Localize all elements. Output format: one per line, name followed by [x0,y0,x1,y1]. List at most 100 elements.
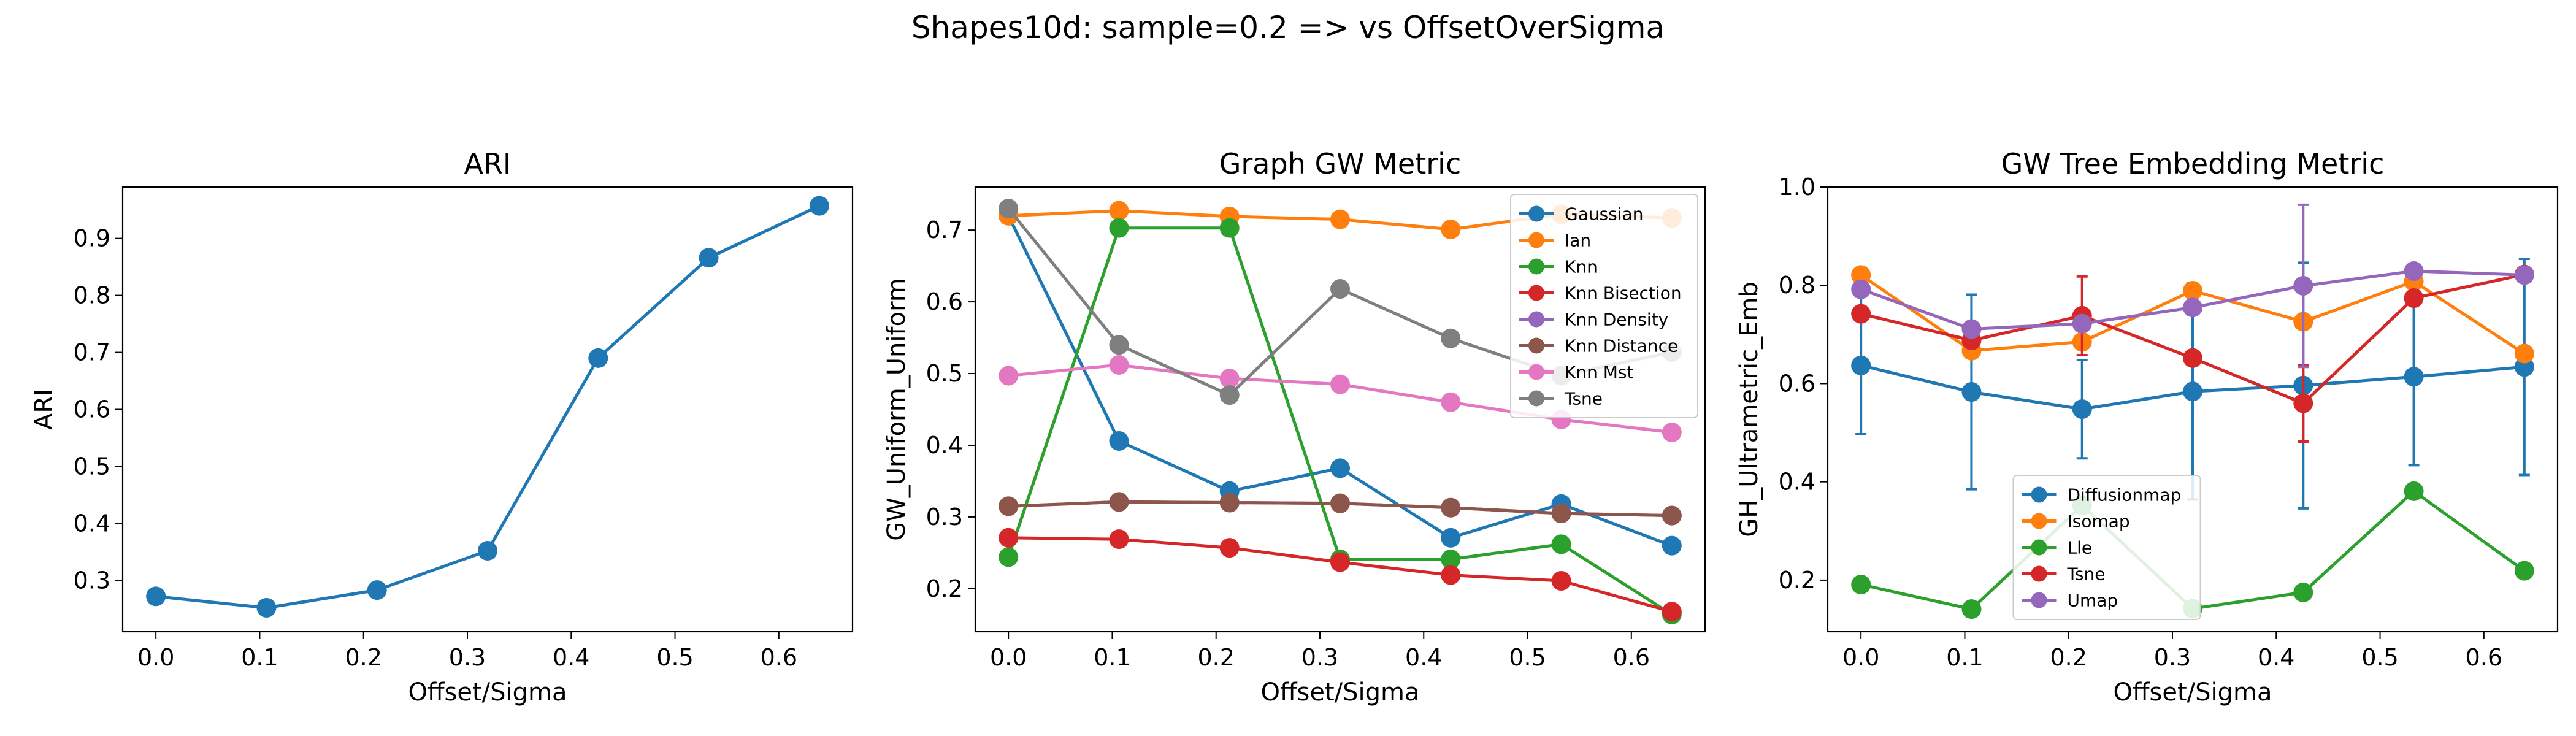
data-point [1851,575,1871,595]
chart-title: GW Tree Embedding Metric [2001,147,2385,180]
legend-swatch-marker [1528,311,1544,328]
x-tick-label: 0.6 [1613,644,1650,671]
legend-label: Knn Mst [1565,362,1634,383]
legend-label: Knn [1565,257,1598,277]
y-tick-label: 0.6 [1779,370,1815,397]
data-point [1441,497,1461,518]
legend-label: Ian [1565,231,1591,251]
data-point [1551,504,1571,524]
x-tick-label: 0.0 [1842,644,1879,671]
data-point [2293,276,2313,296]
data-point [2072,313,2092,334]
data-point [999,547,1019,567]
x-tick-label: 0.3 [2154,644,2191,671]
y-axis-label: GH_Ultrametric_Emb [1735,282,1763,537]
legend-label: Knn Bisection [1565,283,1682,304]
data-point [999,527,1019,548]
x-axis-label: Offset/Sigma [2113,678,2272,707]
y-tick-label: 0.5 [74,453,110,480]
data-point [2404,367,2424,387]
data-point [1219,538,1240,558]
x-tick-label: 0.1 [241,644,278,671]
data-point [1662,535,1682,556]
data-point [2072,399,2092,420]
x-tick-label: 0.2 [345,644,381,671]
legend-label: Gaussian [1565,204,1643,224]
y-tick-label: 0.3 [74,567,110,594]
x-tick-label: 0.3 [449,644,486,671]
data-point [1109,335,1129,355]
legend-item: Knn Density [1519,310,1668,330]
data-point [1441,392,1461,412]
legend-item: Knn Distance [1519,336,1678,356]
plot-frame [974,186,1706,633]
data-point [1330,552,1350,572]
data-point [1851,304,1871,324]
legend-item: Umap [2022,591,2118,611]
legend-item: Isomap [2022,512,2130,532]
legend-swatch-marker [1528,205,1544,222]
data-point [1662,505,1682,526]
data-point [2404,261,2424,281]
x-tick-label: 0.4 [553,644,589,671]
y-tick-label: 1.0 [1779,174,1815,201]
legend-swatch-marker [1528,390,1544,407]
y-tick-label: 0.6 [926,288,963,315]
data-point [2404,288,2424,309]
data-point [146,586,166,607]
legend-frame [1510,194,1698,418]
legend-swatch-marker [2031,513,2047,529]
data-point [999,496,1019,516]
legend-swatch-marker [2031,539,2047,556]
data-point [1330,458,1350,478]
series-knn-mst [999,355,1682,442]
data-point [2514,265,2534,285]
x-tick-label: 0.2 [1197,644,1234,671]
legend-label: Tsne [2067,564,2106,585]
legend-label: Knn Distance [1565,336,1678,356]
series-knn-distance [999,492,1682,526]
legend-frame [2012,475,2201,620]
y-tick-label: 0.4 [1779,469,1815,496]
data-point [1441,219,1461,239]
y-tick-label: 0.2 [1779,567,1815,594]
legend-swatch-marker [1528,285,1544,301]
series-knn-bisection [999,527,1682,622]
legend-item: Gaussian [1519,204,1643,224]
figure-suptitle: Shapes10d: sample=0.2 => vs OffsetOverSi… [911,10,1665,45]
legend-swatch-marker [2031,592,2047,608]
x-tick-label: 0.4 [1405,644,1442,671]
legend-swatch-marker [1528,337,1544,354]
y-axis-label: ARI [30,389,58,430]
x-tick-label: 0.2 [2050,644,2087,671]
data-point [1961,382,1982,402]
data-point [588,348,608,368]
y-tick-label: 0.9 [74,225,110,252]
legend-item: Diffusionmap [2022,485,2182,505]
data-point [256,597,277,618]
legend-item: Lle [2022,538,2093,558]
data-point [999,366,1019,386]
data-point [1109,492,1129,512]
data-point [2183,381,2202,402]
legend-label: Knn Density [1565,310,1668,330]
data-point [1551,534,1571,554]
data-point [1662,422,1682,442]
legend: Diffusionmap Isomap Lle Tsne Umap [2012,475,2201,620]
data-point [1109,529,1129,550]
data-point [1330,279,1350,299]
data-point [699,248,719,268]
data-point [1851,279,1871,299]
legend-label: Diffusionmap [2068,485,2182,505]
legend-label: Lle [2068,538,2093,558]
data-point [999,199,1019,219]
legend-item: Tsne [1519,389,1603,409]
data-point [1851,265,1871,285]
data-point [2183,348,2202,368]
x-tick-label: 0.5 [2361,644,2398,671]
chart-panel-3: GW Tree Embedding Metric 0.0 0.1 0.2 0.3 0.4 0… [1735,147,2559,707]
x-tick-label: 0.1 [1946,644,1983,671]
x-axis-label: Offset/Sigma [408,678,567,707]
chart-title: ARI [464,147,512,180]
